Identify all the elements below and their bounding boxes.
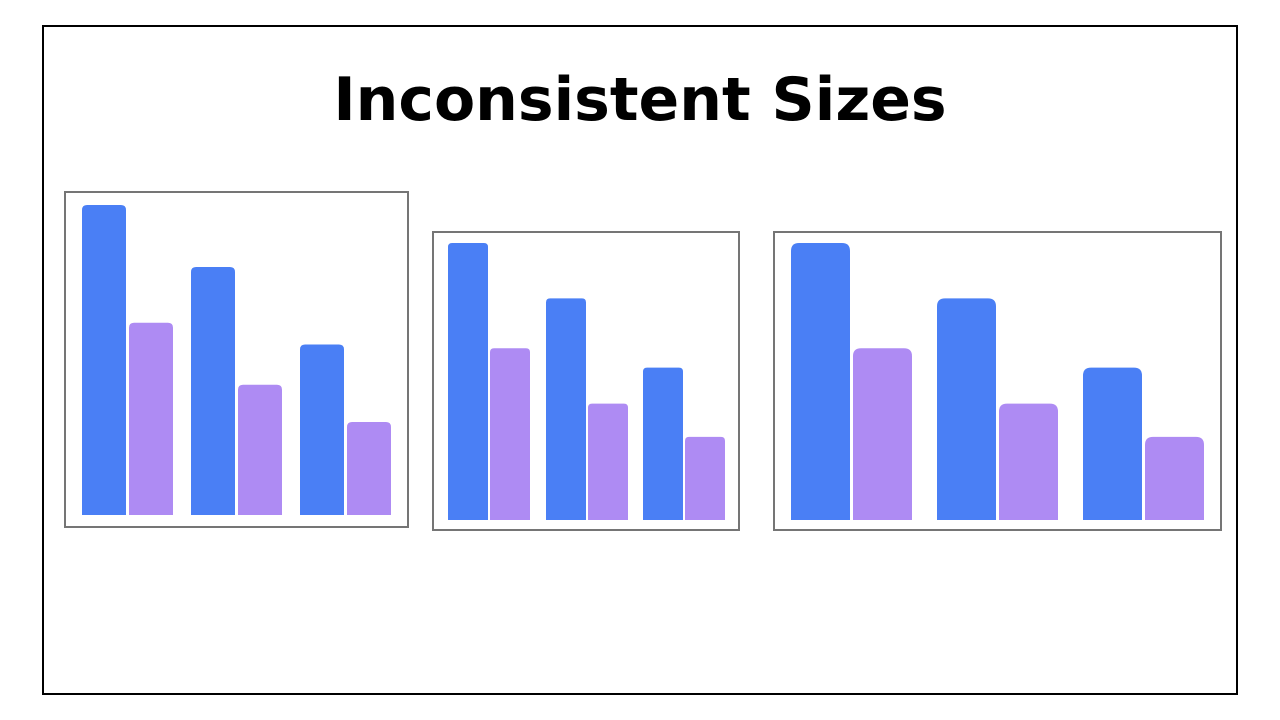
bar-chart2-group2-series1 bbox=[546, 298, 586, 520]
bar-chart1-group2-series2 bbox=[238, 384, 282, 515]
page-title: Inconsistent Sizes bbox=[333, 65, 947, 135]
bar-chart2-group3-series1 bbox=[643, 367, 683, 520]
bar-chart1-group3-series1 bbox=[300, 344, 344, 515]
bar-chart3-group2-series2 bbox=[999, 403, 1058, 520]
bar-chart2-group2-series2 bbox=[588, 403, 628, 520]
bar-chart2-group1-series2 bbox=[490, 348, 530, 520]
bar-chart3-group2-series1 bbox=[937, 298, 996, 520]
bar-chart3-group1-series1 bbox=[791, 243, 850, 520]
bar-chart2-group3-series2 bbox=[685, 436, 725, 520]
bar-chart-1 bbox=[64, 191, 409, 528]
bar-chart3-group3-series1 bbox=[1083, 367, 1142, 520]
bar-chart1-group1-series1 bbox=[82, 205, 126, 515]
bar-chart3-group3-series2 bbox=[1145, 436, 1204, 520]
bar-chart-2 bbox=[432, 231, 740, 531]
bar-chart2-group1-series1 bbox=[448, 243, 488, 520]
bar-chart3-group1-series2 bbox=[853, 348, 912, 520]
bar-chart1-group1-series2 bbox=[129, 322, 173, 515]
bar-chart1-group2-series1 bbox=[191, 267, 235, 515]
bar-chart1-group3-series2 bbox=[347, 422, 391, 515]
bar-chart-3 bbox=[773, 231, 1222, 531]
